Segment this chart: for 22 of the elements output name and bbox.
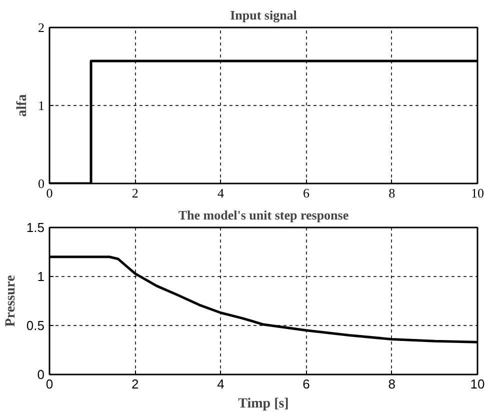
y-tick-label: 0 [38,176,44,191]
x-tick-label: 2 [131,376,139,392]
x-tick-label: 10 [470,376,485,392]
x-axis-title: Timp [s] [238,396,289,412]
x-tick-label: 6 [303,186,310,200]
y-tick-label: 2 [38,20,44,35]
chart-title: Input signal [230,8,298,22]
y-tick-label: 0.5 [26,318,45,333]
x-tick-label: 4 [217,186,224,200]
x-tick-label: 8 [388,376,396,392]
x-tick-label: 4 [217,376,224,392]
y-tick-label: 1 [38,98,44,113]
y-tick-label: 0 [37,367,45,382]
x-tick-label: 6 [302,376,310,392]
x-tick-label: 10 [471,186,484,200]
x-tick-label: 2 [132,186,138,200]
chart-title: The model's unit step response [178,208,349,222]
y-tick-label: 1 [37,269,45,284]
y-axis-title: alfa [15,94,30,117]
x-tick-label: 8 [388,186,396,200]
y-tick-label: 1.5 [26,220,45,235]
y-axis-title: Pressure [3,275,18,327]
